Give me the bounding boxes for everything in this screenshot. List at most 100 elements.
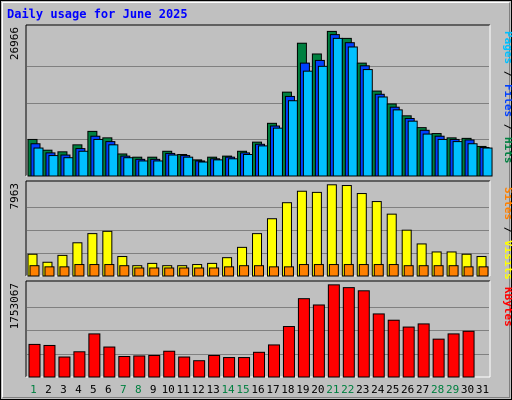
bar-sites-day-17 — [268, 266, 279, 277]
bar-pages-day-30 — [467, 143, 478, 177]
bar-kbytes-day-8 — [133, 355, 146, 378]
bar-sites-day-24 — [373, 264, 384, 277]
bar-pages-day-16 — [258, 145, 269, 177]
x-tick-label-day-29: 29 — [446, 383, 459, 396]
bar-pages-day-4 — [78, 150, 89, 177]
x-tick-label-day-9: 9 — [150, 383, 157, 396]
axis-label-hits-files-pages: Pages / Files / Hits — [502, 31, 512, 164]
bar-sites-day-31 — [478, 266, 489, 277]
axis-label-visits-sites: Sites / Visits — [502, 187, 512, 280]
bar-sites-day-28 — [433, 265, 444, 277]
bar-sites-day-5 — [89, 264, 100, 277]
ymax-label-visits-sites: 7963 — [8, 183, 21, 210]
bar-pages-day-15 — [243, 153, 254, 177]
x-tick-label-day-28: 28 — [431, 383, 444, 396]
bar-kbytes-day-15 — [238, 357, 251, 378]
x-tick-label-day-22: 22 — [341, 383, 354, 396]
bar-sites-day-25 — [388, 264, 399, 277]
bar-kbytes-day-4 — [73, 351, 86, 378]
bar-kbytes-day-26 — [402, 326, 415, 378]
bar-visits-day-23 — [356, 193, 367, 277]
bar-kbytes-day-25 — [387, 319, 400, 378]
bar-pages-day-9 — [153, 160, 164, 177]
bar-sites-day-27 — [418, 265, 429, 277]
ymax-label-hits-files-pages: 26966 — [8, 27, 21, 60]
bar-pages-day-11 — [183, 156, 194, 177]
bar-visits-day-21 — [326, 184, 337, 277]
bar-sites-day-16 — [254, 265, 265, 277]
bar-kbytes-day-22 — [342, 287, 355, 378]
x-tick-label-day-18: 18 — [281, 383, 294, 396]
bar-sites-day-20 — [313, 264, 324, 277]
bar-pages-day-1 — [33, 147, 44, 177]
bar-pages-day-22 — [347, 46, 358, 177]
x-tick-label-day-6: 6 — [105, 383, 112, 396]
bar-pages-day-14 — [228, 158, 239, 177]
bar-kbytes-day-24 — [372, 313, 385, 378]
bar-sites-day-1 — [29, 265, 40, 277]
bar-sites-day-30 — [463, 266, 474, 277]
ymax-label-kbytes: 1753067 — [8, 283, 21, 329]
x-tick-label-day-25: 25 — [386, 383, 399, 396]
bar-kbytes-day-21 — [327, 284, 340, 378]
x-tick-label-day-12: 12 — [192, 383, 205, 396]
x-tick-label-day-10: 10 — [162, 383, 175, 396]
bar-visits-day-22 — [341, 185, 352, 277]
bar-pages-day-28 — [437, 138, 448, 177]
bar-kbytes-day-29 — [447, 333, 460, 378]
bar-sites-day-22 — [343, 264, 354, 277]
bar-pages-day-25 — [392, 109, 403, 177]
x-tick-label-day-30: 30 — [461, 383, 474, 396]
bar-sites-day-10 — [164, 267, 175, 277]
bar-sites-day-13 — [209, 267, 220, 277]
bar-pages-day-13 — [213, 159, 224, 177]
x-tick-label-day-8: 8 — [135, 383, 142, 396]
axis-label-part: Files — [502, 84, 512, 117]
bar-kbytes-day-16 — [253, 351, 266, 378]
bar-pages-day-23 — [362, 69, 373, 177]
bar-sites-day-11 — [179, 267, 190, 277]
bar-sites-day-23 — [358, 264, 369, 277]
bar-kbytes-day-19 — [297, 298, 310, 378]
x-tick-label-day-1: 1 — [30, 383, 37, 396]
x-tick-label-day-19: 19 — [296, 383, 309, 396]
bar-kbytes-day-10 — [163, 350, 176, 378]
axis-label-part: / — [502, 117, 512, 137]
axis-label-part: Pages — [502, 31, 512, 64]
bar-pages-day-20 — [317, 65, 328, 177]
bar-pages-day-29 — [452, 141, 463, 177]
bar-kbytes-day-13 — [208, 354, 221, 378]
bar-pages-day-26 — [407, 120, 418, 177]
x-tick-label-day-14: 14 — [221, 383, 235, 396]
bar-sites-day-8 — [134, 267, 145, 277]
x-tick-label-day-17: 17 — [266, 383, 279, 396]
bar-kbytes-day-17 — [267, 344, 280, 378]
bar-visits-day-20 — [311, 191, 322, 277]
bar-pages-day-8 — [138, 160, 149, 177]
bar-kbytes-day-2 — [43, 344, 56, 378]
x-tick-label-day-24: 24 — [371, 383, 385, 396]
axis-label-part: Sites — [502, 187, 512, 220]
bar-kbytes-day-28 — [432, 338, 445, 378]
x-tick-label-day-21: 21 — [326, 383, 339, 396]
bar-pages-day-19 — [302, 70, 313, 177]
bar-sites-day-12 — [194, 267, 205, 277]
bar-sites-day-18 — [283, 266, 294, 277]
bar-pages-day-24 — [377, 96, 388, 177]
bar-pages-day-10 — [168, 154, 179, 177]
bar-pages-day-12 — [198, 161, 209, 177]
x-tick-label-day-15: 15 — [236, 383, 249, 396]
bar-sites-day-7 — [119, 265, 130, 277]
x-tick-label-day-11: 11 — [177, 383, 190, 396]
x-tick-label-day-4: 4 — [75, 383, 82, 396]
bar-pages-day-3 — [63, 157, 74, 177]
bar-kbytes-day-14 — [223, 357, 236, 378]
bar-sites-day-9 — [149, 267, 160, 277]
bar-sites-day-21 — [328, 264, 339, 277]
x-tick-label-day-27: 27 — [416, 383, 429, 396]
bar-kbytes-day-27 — [417, 323, 430, 378]
axis-label-kbytes: KBytes — [502, 287, 512, 327]
bar-sites-day-19 — [298, 264, 309, 277]
x-tick-label-day-16: 16 — [251, 383, 264, 396]
